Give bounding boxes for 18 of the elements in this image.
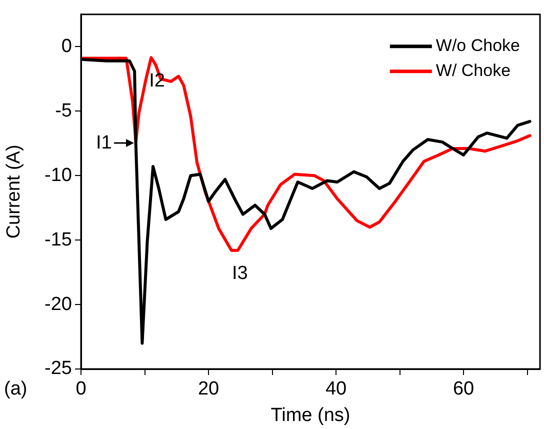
x-axis-title: Time (ns) xyxy=(270,404,350,426)
annotation: I1 xyxy=(96,132,112,154)
x-tick-label: 40 xyxy=(325,378,347,400)
annotation: I2 xyxy=(149,70,165,92)
legend-label: W/ Choke xyxy=(436,61,511,80)
y-tick-label: -5 xyxy=(55,100,72,122)
y-axis-title: Current (A) xyxy=(4,144,25,239)
y-tick-label: -15 xyxy=(44,229,72,250)
text: (a) xyxy=(4,378,28,400)
y-tick-label: 0 xyxy=(61,36,72,57)
x-tick-label: 60 xyxy=(452,378,474,400)
y-tick-label: -25 xyxy=(44,358,72,380)
x-tick-label: 20 xyxy=(198,378,220,400)
x-tick-label: 0 xyxy=(76,378,86,400)
annotation: I3 xyxy=(232,263,248,284)
legend-label: W/o Choke xyxy=(436,36,520,56)
y-tick-label: -10 xyxy=(44,164,72,186)
y-tick-label: -20 xyxy=(44,294,72,315)
